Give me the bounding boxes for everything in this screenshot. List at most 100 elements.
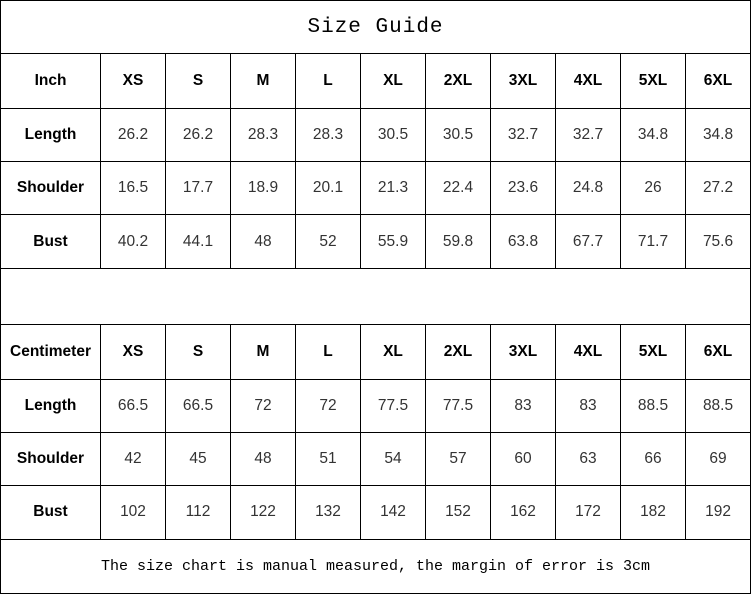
value-cell: 66.5 [165,378,231,433]
value-cell: 142 [360,485,426,540]
value-cell: 51 [295,431,361,487]
value-cell: 162 [490,485,556,540]
value-cell: 32.7 [490,107,556,163]
value-cell: 34.8 [620,107,686,163]
spacer-cell [0,267,751,326]
value-cell: 48 [230,431,296,487]
value-cell: 20.1 [295,161,361,216]
size-header-4xl: 4XL [555,324,621,380]
measure-label: Shoulder [0,161,101,216]
inch-length-row: Length 26.2 26.2 28.3 28.3 30.5 30.5 32.… [0,107,751,163]
size-header-xs: XS [100,324,166,380]
size-header-2xl: 2XL [425,324,491,380]
value-cell: 192 [684,485,751,540]
size-header-s: S [165,53,231,109]
value-cell: 40.2 [100,214,166,269]
value-cell: 66.5 [100,378,166,433]
value-cell: 22.4 [425,161,491,216]
value-cell: 44.1 [165,214,231,269]
page-title: Size Guide [0,0,751,55]
value-cell: 18.9 [230,161,296,216]
value-cell: 45 [165,431,231,487]
size-header-5xl: 5XL [620,324,686,380]
size-header-xl: XL [360,324,426,380]
spacer-row [0,267,751,326]
size-header-6xl: 6XL [684,53,751,109]
size-header-5xl: 5XL [620,53,686,109]
value-cell: 71.7 [620,214,686,269]
footer-note: The size chart is manual measured, the m… [0,538,751,595]
size-header-6xl: 6XL [684,324,751,380]
size-header-2xl: 2XL [425,53,491,109]
measure-label: Bust [0,485,101,540]
value-cell: 57 [425,431,491,487]
value-cell: 59.8 [425,214,491,269]
value-cell: 60 [490,431,556,487]
value-cell: 52 [295,214,361,269]
centimeter-length-row: Length 66.5 66.5 72 72 77.5 77.5 83 83 8… [0,378,751,433]
size-header-l: L [295,53,361,109]
inch-bust-row: Bust 40.2 44.1 48 52 55.9 59.8 63.8 67.7… [0,214,751,269]
value-cell: 24.8 [555,161,621,216]
measure-label: Length [0,378,101,433]
value-cell: 26.2 [100,107,166,163]
value-cell: 88.5 [620,378,686,433]
value-cell: 30.5 [360,107,426,163]
value-cell: 26 [620,161,686,216]
value-cell: 122 [230,485,296,540]
size-header-3xl: 3XL [490,53,556,109]
inch-header-row: Inch XS S M L XL 2XL 3XL 4XL 5XL 6XL [0,53,751,109]
value-cell: 42 [100,431,166,487]
value-cell: 67.7 [555,214,621,269]
value-cell: 72 [295,378,361,433]
inch-shoulder-row: Shoulder 16.5 17.7 18.9 20.1 21.3 22.4 2… [0,161,751,216]
value-cell: 83 [490,378,556,433]
centimeter-header-row: Centimeter XS S M L XL 2XL 3XL 4XL 5XL 6… [0,324,751,380]
value-cell: 69 [684,431,751,487]
centimeter-shoulder-row: Shoulder 42 45 48 51 54 57 60 63 66 69 [0,431,751,487]
value-cell: 32.7 [555,107,621,163]
value-cell: 16.5 [100,161,166,216]
centimeter-unit-header: Centimeter [0,324,101,380]
footer-row: The size chart is manual measured, the m… [0,538,751,595]
value-cell: 23.6 [490,161,556,216]
value-cell: 66 [620,431,686,487]
size-header-m: M [230,53,296,109]
value-cell: 55.9 [360,214,426,269]
measure-label: Bust [0,214,101,269]
title-row: Size Guide [0,0,751,55]
value-cell: 83 [555,378,621,433]
measure-label: Shoulder [0,431,101,487]
inch-unit-header: Inch [0,53,101,109]
value-cell: 77.5 [425,378,491,433]
value-cell: 34.8 [684,107,751,163]
value-cell: 102 [100,485,166,540]
centimeter-bust-row: Bust 102 112 122 132 142 152 162 172 182… [0,485,751,540]
value-cell: 182 [620,485,686,540]
value-cell: 152 [425,485,491,540]
size-header-4xl: 4XL [555,53,621,109]
value-cell: 48 [230,214,296,269]
value-cell: 77.5 [360,378,426,433]
value-cell: 63.8 [490,214,556,269]
value-cell: 112 [165,485,231,540]
value-cell: 63 [555,431,621,487]
measure-label: Length [0,107,101,163]
value-cell: 132 [295,485,361,540]
value-cell: 21.3 [360,161,426,216]
value-cell: 27.2 [684,161,751,216]
value-cell: 72 [230,378,296,433]
value-cell: 88.5 [684,378,751,433]
size-header-xs: XS [100,53,166,109]
value-cell: 54 [360,431,426,487]
size-header-xl: XL [360,53,426,109]
value-cell: 28.3 [295,107,361,163]
value-cell: 172 [555,485,621,540]
size-header-l: L [295,324,361,380]
value-cell: 28.3 [230,107,296,163]
value-cell: 26.2 [165,107,231,163]
value-cell: 75.6 [684,214,751,269]
value-cell: 30.5 [425,107,491,163]
